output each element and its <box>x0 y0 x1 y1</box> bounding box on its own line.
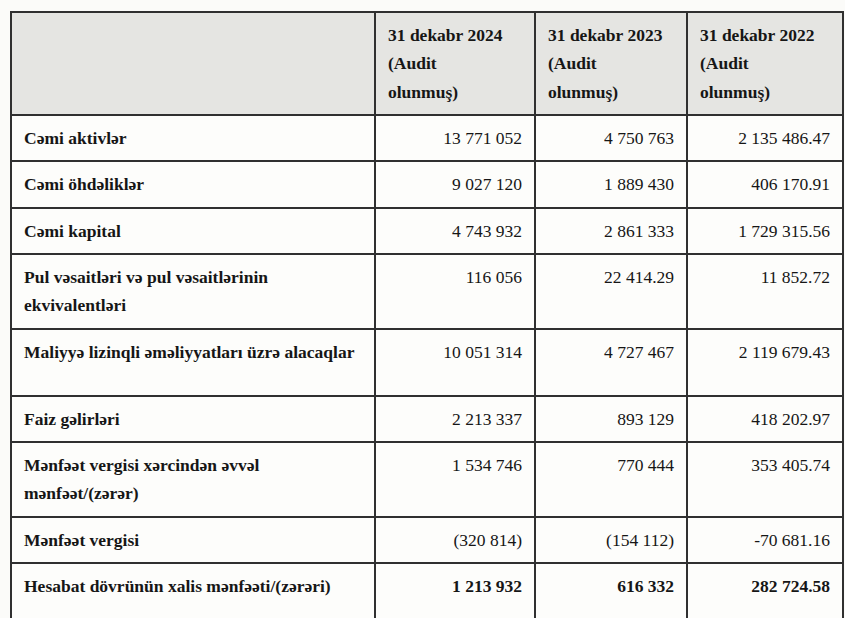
cell-value-2022: 11 852.72 <box>687 254 843 329</box>
table-row-finance-lease-receivables: Maliyyə lizinqli əməliyyatları üzrə alac… <box>11 329 843 396</box>
cell-value-2024: 1 534 746 <box>375 442 535 517</box>
cell-value-2022: 2 119 679.43 <box>687 329 843 396</box>
row-label: Mənfəət vergisi xərcindən əvvəl mənfəət/… <box>11 442 375 517</box>
cell-value-2023: 2 861 333 <box>535 208 687 254</box>
column-header-line: 31 dekabr 2024 <box>388 21 522 49</box>
column-header-line: 31 dekabr 2023 <box>548 21 674 49</box>
cell-value-2022: 353 405.74 <box>687 442 843 517</box>
column-header-line: (Audit <box>388 49 522 77</box>
cell-value-2023: 893 129 <box>535 396 687 442</box>
financial-statements-table: 31 dekabr 2024 (Audit olunmuş) 31 dekabr… <box>10 11 844 618</box>
cell-value-2024: 116 056 <box>375 254 535 329</box>
column-header-line: olunmuş) <box>388 78 522 106</box>
cell-value-2023: 4 750 763 <box>535 115 687 161</box>
column-header-line: olunmuş) <box>548 78 674 106</box>
cell-value-2023: (154 112) <box>535 517 687 563</box>
cell-value-2024: 9 027 120 <box>375 161 535 207</box>
cell-value-2024: 13 771 052 <box>375 115 535 161</box>
column-header-line: 31 dekabr 2022 <box>700 21 830 49</box>
cell-value-2022: -70 681.16 <box>687 517 843 563</box>
cell-value-2022: 406 170.91 <box>687 161 843 207</box>
scanned-financial-document-page: 31 dekabr 2024 (Audit olunmuş) 31 dekabr… <box>0 0 845 618</box>
table-row-net-profit: Hesabat dövrünün xalis mənfəəti/(zərəri)… <box>11 563 843 618</box>
cell-value-2022: 418 202.97 <box>687 396 843 442</box>
cell-value-2024: 2 213 337 <box>375 396 535 442</box>
cell-value-2023: 22 414.29 <box>535 254 687 329</box>
column-header-2023: 31 dekabr 2023 (Audit olunmuş) <box>535 12 687 115</box>
row-label: Pul vəsaitləri və pul vəsaitlərinin ekvi… <box>11 254 375 329</box>
cell-value-2024: 1 213 932 <box>375 563 535 618</box>
column-header-2024: 31 dekabr 2024 (Audit olunmuş) <box>375 12 535 115</box>
cell-value-2024: 4 743 932 <box>375 208 535 254</box>
cell-value-2022: 1 729 315.56 <box>687 208 843 254</box>
row-label: Mənfəət vergisi <box>11 517 375 563</box>
row-label: Hesabat dövrünün xalis mənfəəti/(zərəri) <box>11 563 375 618</box>
table-row-interest-income: Faiz gəlirləri 2 213 337 893 129 418 202… <box>11 396 843 442</box>
table-row-cash-equivalents: Pul vəsaitləri və pul vəsaitlərinin ekvi… <box>11 254 843 329</box>
row-label: Faiz gəlirləri <box>11 396 375 442</box>
row-label: Maliyyə lizinqli əməliyyatları üzrə alac… <box>11 329 375 396</box>
row-label: Cəmi kapital <box>11 208 375 254</box>
cell-value-2022: 2 135 486.47 <box>687 115 843 161</box>
table-row-total-liabilities: Cəmi öhdəliklər 9 027 120 1 889 430 406 … <box>11 161 843 207</box>
column-header-line: (Audit <box>700 49 830 77</box>
cell-value-2023: 4 727 467 <box>535 329 687 396</box>
table-row-profit-before-tax: Mənfəət vergisi xərcindən əvvəl mənfəət/… <box>11 442 843 517</box>
cell-value-2023: 770 444 <box>535 442 687 517</box>
row-label: Cəmi aktivlər <box>11 115 375 161</box>
table-row-income-tax: Mənfəət vergisi (320 814) (154 112) -70 … <box>11 517 843 563</box>
header-empty-cell <box>11 12 375 115</box>
cell-value-2024: (320 814) <box>375 517 535 563</box>
cell-value-2022: 282 724.58 <box>687 563 843 618</box>
cell-value-2024: 10 051 314 <box>375 329 535 396</box>
row-label: Cəmi öhdəliklər <box>11 161 375 207</box>
cell-value-2023: 1 889 430 <box>535 161 687 207</box>
table-row-total-assets: Cəmi aktivlər 13 771 052 4 750 763 2 135… <box>11 115 843 161</box>
column-header-2022: 31 dekabr 2022 (Audit olunmuş) <box>687 12 843 115</box>
cell-value-2023: 616 332 <box>535 563 687 618</box>
column-header-line: (Audit <box>548 49 674 77</box>
column-header-line: olunmuş) <box>700 78 830 106</box>
table-row-total-equity: Cəmi kapital 4 743 932 2 861 333 1 729 3… <box>11 208 843 254</box>
header-row: 31 dekabr 2024 (Audit olunmuş) 31 dekabr… <box>11 12 843 115</box>
